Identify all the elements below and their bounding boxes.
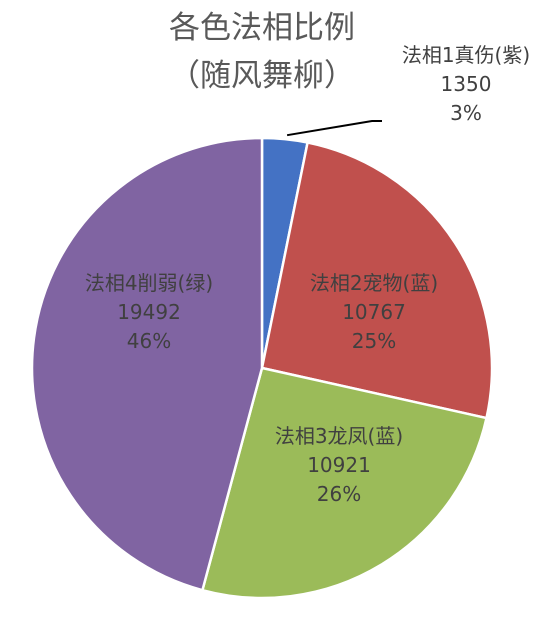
pie-slice-2 — [260, 141, 494, 420]
pie-labels: 法相1真伤(紫) 1350 3% 法相2宠物(蓝) 10767 25% 法相3龙凤(蓝) 10… — [85, 43, 530, 506]
pie-slice-4 — [30, 136, 264, 592]
chart-subtitle: （随风舞柳） — [169, 58, 355, 94]
slice-1-percent-label: 3% — [450, 101, 482, 125]
slice-2-value-label: 10767 — [342, 300, 406, 324]
slice-3-name-label: 法相3龙凤(蓝) — [275, 424, 403, 448]
pie-slice-3 — [200, 366, 488, 600]
chart-title: 各色法相比例 — [169, 10, 355, 46]
slice-3-percent-label: 26% — [317, 482, 361, 506]
leader-line-1 — [286, 120, 382, 137]
slice-4-percent-label: 46% — [127, 329, 171, 353]
slice-3-value-label: 10921 — [307, 453, 371, 477]
slice-2-name-label: 法相2宠物(蓝) — [310, 271, 438, 295]
slice-1-name-label: 法相1真伤(紫) — [402, 43, 530, 67]
pie-slices — [30, 136, 494, 600]
slice-2-percent-label: 25% — [352, 329, 396, 353]
slice-4-name-label: 法相4削弱(绿) — [85, 271, 213, 295]
slice-1-value-label: 1350 — [441, 72, 492, 96]
slice-4-value-label: 19492 — [117, 300, 181, 324]
